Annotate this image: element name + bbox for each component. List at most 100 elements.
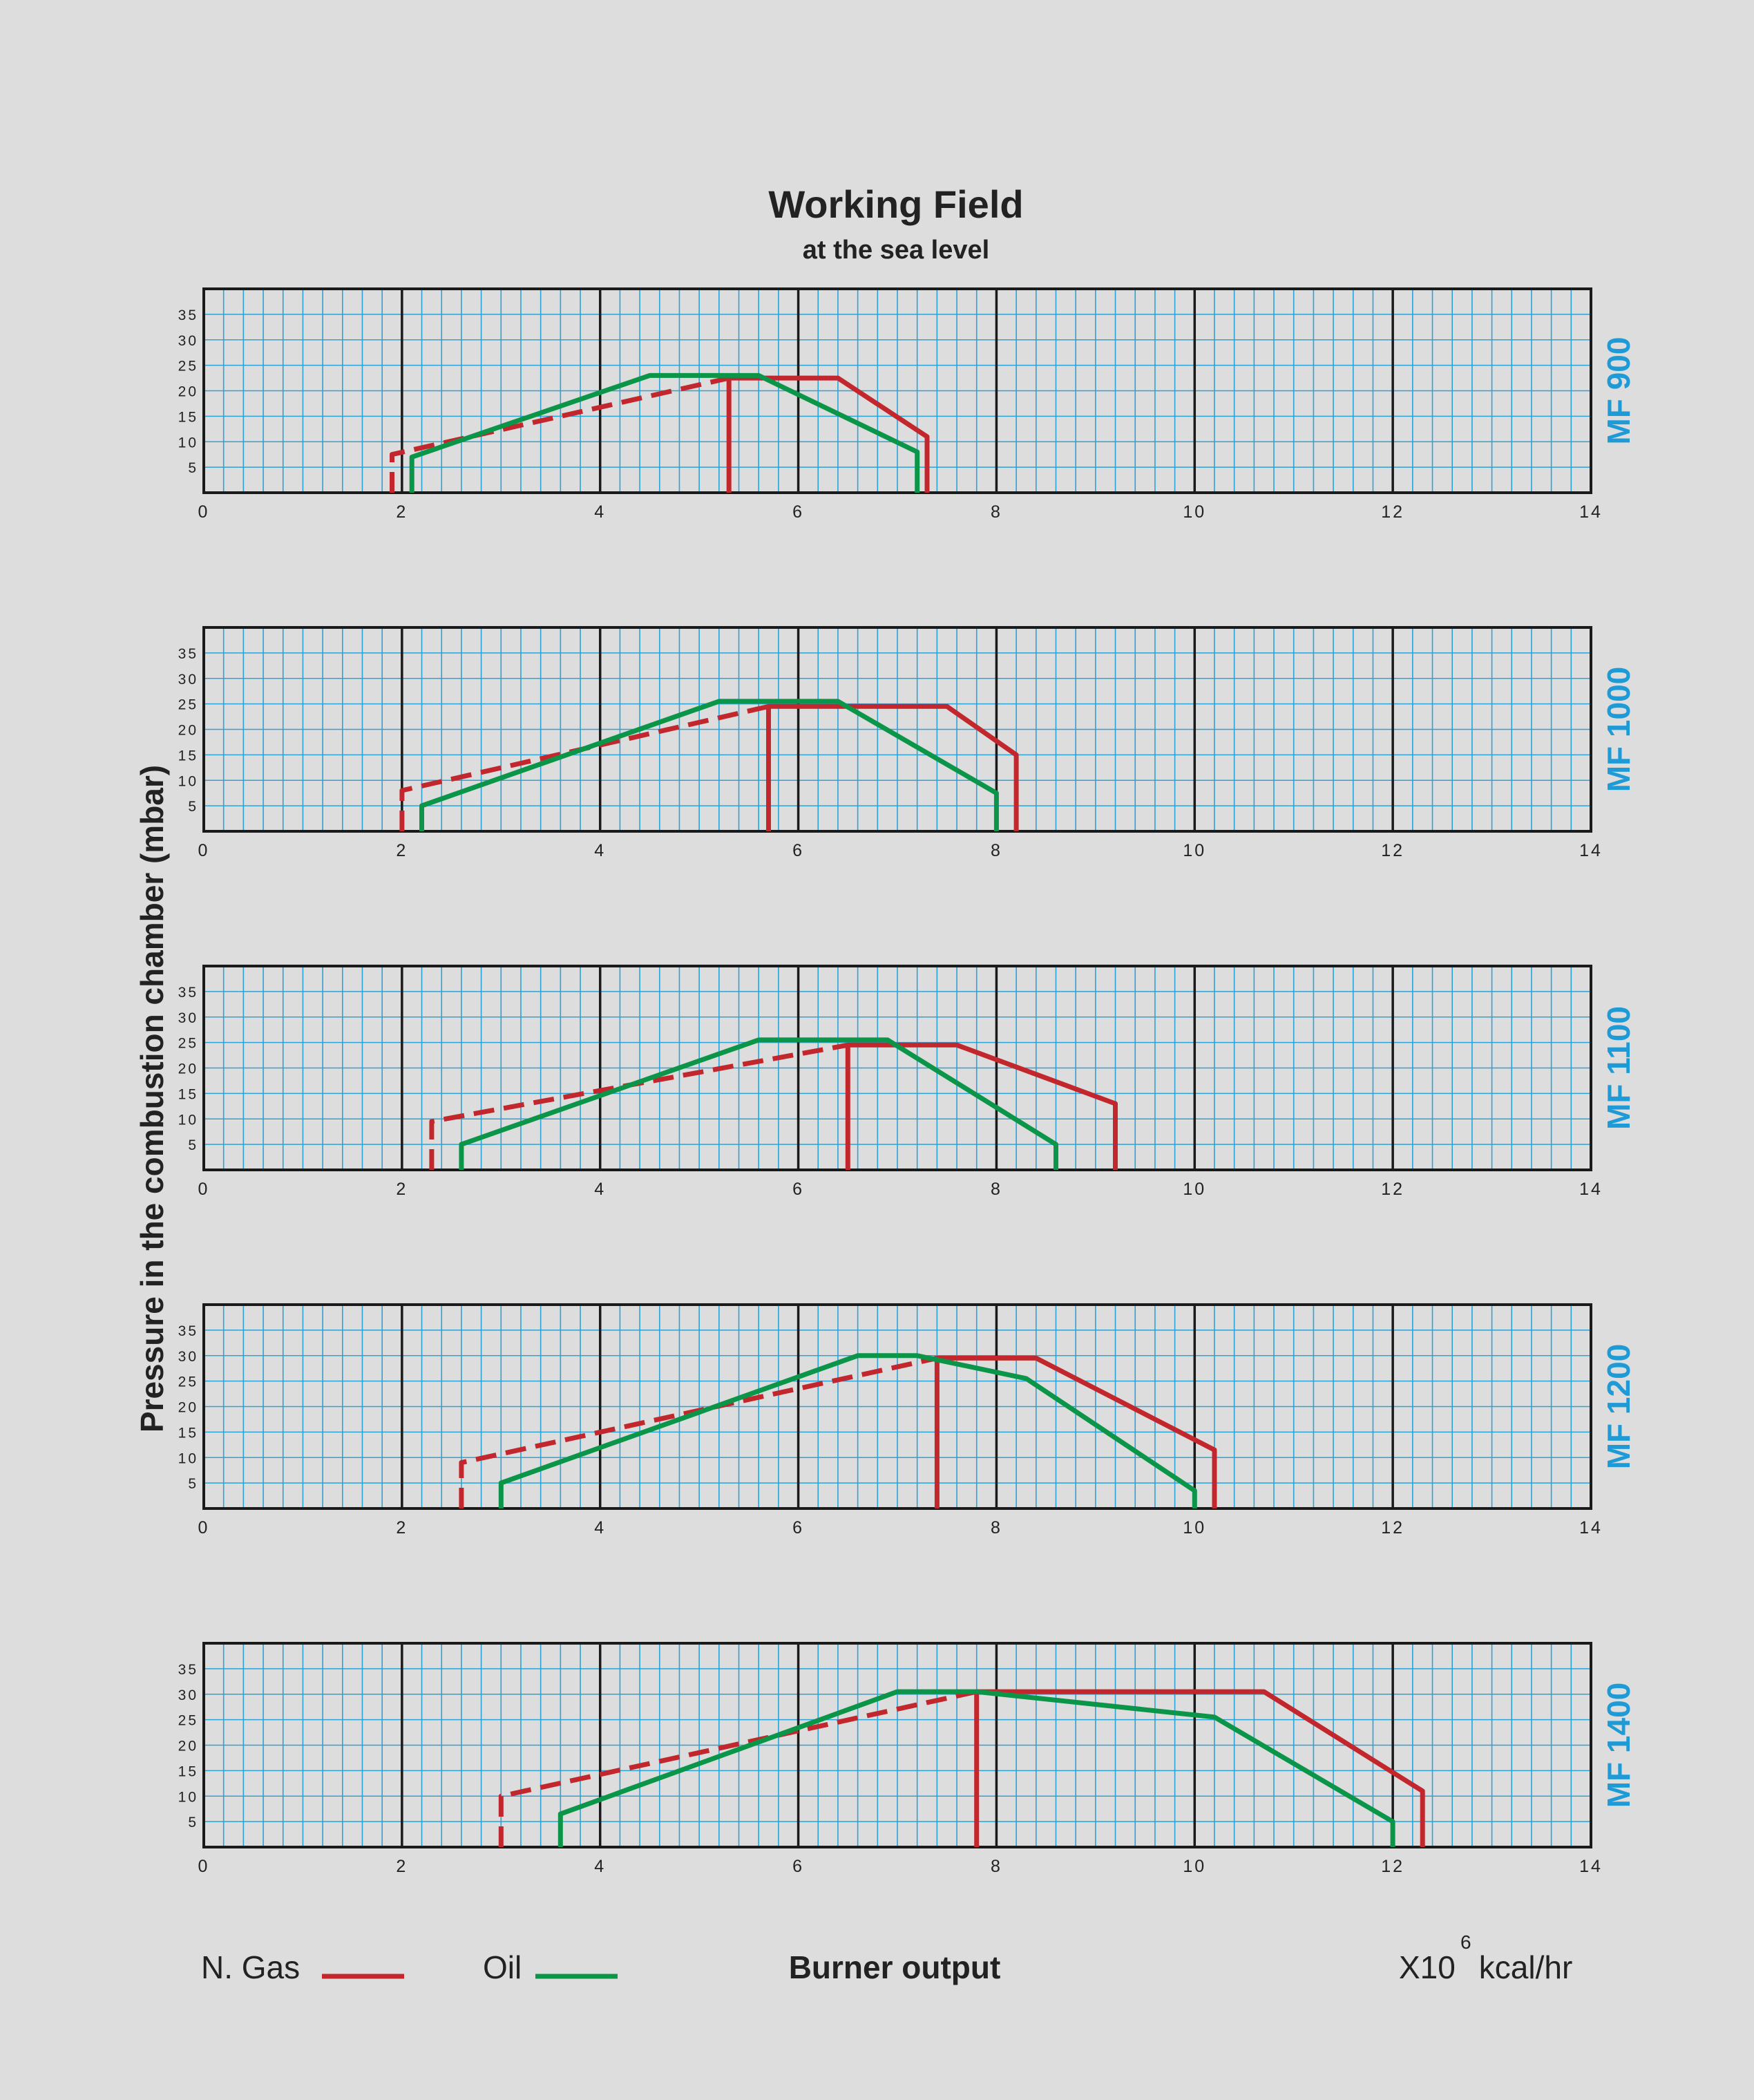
- x-axis-unit-exponent: 6: [1460, 1931, 1471, 1953]
- panel-mf-900: 0 2 4 6 8 10 12 14 5 10 15 20 25 30 35 MF 900: [178, 287, 1637, 522]
- y-tick-label: 30: [178, 1010, 198, 1026]
- plot-frame: [202, 626, 1592, 833]
- y-tick-label: 20: [178, 1739, 198, 1754]
- x-tick-label: 8: [991, 502, 1002, 522]
- chart-subtitle: at the sea level: [803, 236, 989, 265]
- gas-series-line: [974, 1689, 1425, 1847]
- x-tick-label: 10: [1183, 841, 1206, 860]
- y-tick-label: 30: [178, 333, 198, 349]
- x-tick-label: 2: [396, 1857, 408, 1876]
- y-tick-label: 5: [188, 1137, 198, 1153]
- y-tick-label: 10: [178, 773, 198, 789]
- model-label: MF 1100: [1601, 1006, 1637, 1130]
- panel-mf-1400: 0 2 4 6 8 10 12 14 5 10 15 20 25 30 35 MF 1400: [178, 1642, 1637, 1876]
- y-tick-label: 10: [178, 435, 198, 451]
- x-tick-label: 14: [1579, 841, 1603, 860]
- y-tick-label: 25: [178, 697, 198, 713]
- panel-mf-1000: 0 2 4 6 8 10 12 14 5 10 15 20 25 30 35 MF 1000: [178, 626, 1637, 860]
- y-tick-label: 35: [178, 1662, 198, 1678]
- x-tick-label: 4: [594, 1518, 606, 1538]
- x-tick-label: 8: [991, 1857, 1002, 1876]
- x-tick-label: 6: [792, 1857, 804, 1876]
- x-tick-label: 0: [198, 1518, 210, 1538]
- panel-mf-1100: 0 2 4 6 8 10 12 14 5 10 15 20 25 30 35 MF 1100: [178, 965, 1637, 1199]
- y-tick-label: 35: [178, 308, 198, 323]
- y-tick-label: 15: [178, 1763, 198, 1779]
- y-tick-label: 15: [178, 748, 198, 764]
- y-tick-label: 5: [188, 1476, 198, 1492]
- y-tick-label: 25: [178, 359, 198, 375]
- y-tick-label: 10: [178, 1450, 198, 1466]
- gas-series-line-dashed: [459, 1355, 938, 1508]
- x-tick-label: 12: [1381, 502, 1404, 522]
- x-tick-label: 0: [198, 1180, 210, 1199]
- x-tick-label: 12: [1381, 1857, 1404, 1876]
- oil-series-line: [409, 372, 920, 493]
- model-label: MF 900: [1601, 337, 1637, 445]
- gas-series-line: [766, 703, 1019, 831]
- x-tick-label: 2: [396, 1518, 408, 1538]
- y-tick-label: 30: [178, 1349, 198, 1365]
- x-tick-label: 14: [1579, 1180, 1603, 1199]
- x-tick-label: 8: [991, 1518, 1002, 1538]
- x-tick-label: 4: [594, 1857, 606, 1876]
- x-axis-unit-prefix: X10: [1399, 1949, 1456, 1985]
- y-tick-label: 20: [178, 1400, 198, 1416]
- y-axis-label: Pressure in the combustion chamber (mbar…: [134, 765, 170, 1432]
- y-tick-label: 10: [178, 1112, 198, 1128]
- x-tick-label: 4: [594, 841, 606, 860]
- x-tick-label: 4: [594, 1180, 606, 1199]
- x-tick-label: 4: [594, 502, 606, 522]
- y-tick-label: 35: [178, 646, 198, 662]
- x-tick-label: 14: [1579, 1518, 1603, 1538]
- gas-series-line: [845, 1042, 1118, 1170]
- y-tick-label: 20: [178, 384, 198, 400]
- x-tick-label: 14: [1579, 1857, 1603, 1876]
- oil-series-line: [557, 1689, 1395, 1847]
- x-tick-label: 0: [198, 502, 210, 522]
- y-tick-label: 35: [178, 1323, 198, 1339]
- grid-major: [401, 966, 1394, 1170]
- y-tick-label: 25: [178, 1036, 198, 1052]
- chart-title: Working Field: [768, 182, 1023, 226]
- y-tick-label: 20: [178, 723, 198, 739]
- oil-series-line: [419, 699, 999, 831]
- x-tick-label: 6: [792, 1518, 804, 1538]
- x-tick-label: 12: [1381, 1518, 1404, 1538]
- y-tick-label: 10: [178, 1789, 198, 1805]
- y-tick-label: 30: [178, 1687, 198, 1703]
- oil-series-line: [498, 1353, 1197, 1508]
- y-tick-label: 5: [188, 460, 198, 476]
- gas-series-line-dashed: [390, 375, 730, 493]
- x-tick-label: 6: [792, 1180, 804, 1199]
- x-tick-label: 10: [1183, 1518, 1206, 1538]
- x-tick-label: 0: [198, 1857, 210, 1876]
- x-tick-label: 10: [1183, 502, 1206, 522]
- y-tick-label: 5: [188, 799, 198, 815]
- grid-major: [401, 1643, 1394, 1847]
- x-tick-label: 2: [396, 502, 408, 522]
- x-axis-unit-suffix: kcal/hr: [1470, 1949, 1572, 1985]
- y-tick-label: 35: [178, 985, 198, 1001]
- y-tick-label: 15: [178, 1086, 198, 1102]
- grid-major: [401, 1305, 1394, 1508]
- x-tick-label: 10: [1183, 1180, 1206, 1199]
- model-label: MF 1200: [1601, 1344, 1637, 1470]
- panel-mf-1200: 0 2 4 6 8 10 12 14 5 10 15 20 25 30 35 MF 1200: [178, 1303, 1637, 1538]
- gas-series-line-dashed: [399, 703, 770, 831]
- gas-series-line: [726, 375, 930, 493]
- y-tick-label: 25: [178, 1713, 198, 1729]
- y-tick-label: 20: [178, 1061, 198, 1077]
- model-label: MF 1400: [1601, 1683, 1637, 1808]
- x-tick-label: 2: [396, 841, 408, 860]
- gas-series-line: [934, 1355, 1217, 1508]
- x-tick-label: 2: [396, 1180, 408, 1199]
- x-axis-label: Burner output: [789, 1949, 1001, 1985]
- model-label: MF 1000: [1601, 667, 1637, 793]
- legend-oil-label: Oil: [483, 1949, 522, 1985]
- y-tick-label: 5: [188, 1815, 198, 1831]
- x-tick-label: 8: [991, 841, 1002, 860]
- gas-series-line-dashed: [498, 1689, 978, 1847]
- y-tick-label: 30: [178, 672, 198, 688]
